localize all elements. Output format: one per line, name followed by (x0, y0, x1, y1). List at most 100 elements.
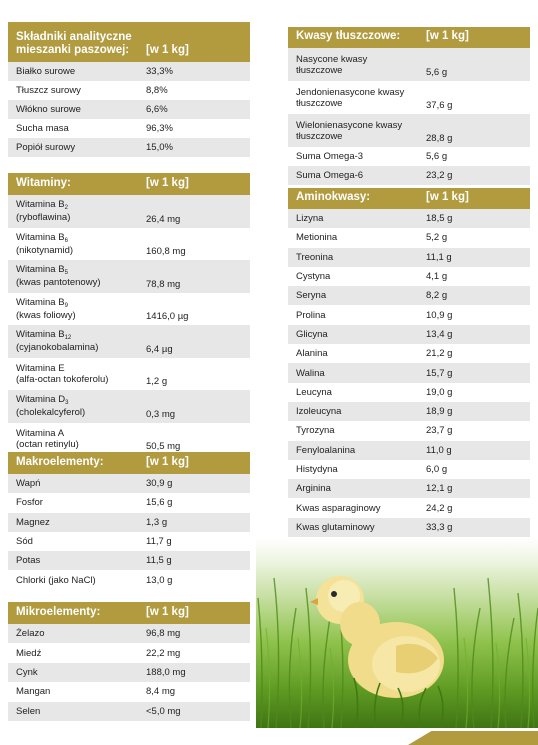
table-row: Suma Omega-6 23,2 g (288, 166, 530, 185)
fatty-acids-table: Kwasy tłuszczowe: [w 1 kg] Nasycone kwas… (288, 27, 530, 185)
row-name-line2: tłuszczowe (296, 64, 343, 76)
row-name: Cystyna (296, 271, 426, 282)
row-name-line1: Witamina B (16, 329, 65, 341)
row-value: 15,7 g (426, 367, 453, 379)
macro-table: Makroelementy: [w 1 kg] Wapń 30,9 g Fosfor… (8, 452, 250, 590)
row-name-line1: Sucha masa (16, 123, 69, 134)
table-rows: Białko surowe 33,3% Tłuszcz surowy 8,8% Włók… (8, 62, 250, 157)
row-name-line1: Witamina B (16, 264, 65, 276)
row-name-line1: Seryna (296, 290, 327, 302)
table-row: Jendonienasycone kwasy tłuszczowe 37,6 g (288, 81, 530, 114)
row-name-line1: Jendonienasycone kwasy (296, 86, 405, 98)
row-name: Fenyloalanina (296, 445, 426, 456)
row-value: 78,8 mg (146, 278, 181, 290)
row-name: Żelazo (16, 628, 146, 639)
table-row: Witamina A (octan retinylu) 50,5 mg (8, 422, 250, 455)
row-value: 13,0 g (146, 574, 173, 586)
table-rows: Lizyna 18,5 g Metionina 5,2 g Treonina 11,1 g… (288, 209, 530, 538)
row-name-subscript: 12 (64, 335, 72, 342)
table-header: Mikroelementy: [w 1 kg] (8, 602, 250, 624)
table-header: Aminokwasy: [w 1 kg] (288, 188, 530, 209)
table-header: Witaminy: [w 1 kg] (8, 173, 250, 195)
row-name: Chlorki (jako NaCl) (16, 575, 146, 586)
row-name-line1: Cynk (16, 666, 38, 678)
row-name: Izoleucyna (296, 406, 426, 417)
row-name-line1: Magnez (16, 516, 50, 528)
row-name-line1: Wielonienasycone kwasy (296, 119, 403, 131)
row-name-line1: Tłuszcz surowy (16, 85, 81, 96)
row-name-line1: Białko surowe (16, 66, 76, 77)
row-name-line1: Treonina (296, 251, 334, 263)
row-value: 50,5 mg (146, 441, 181, 452)
row-name-line1: Metionina (296, 232, 338, 244)
row-name: Suma Omega-3 (296, 151, 426, 162)
row-name-line2: tłuszczowe (296, 130, 343, 142)
table-row: Miedź 22,2 mg (8, 643, 250, 663)
row-name: Sucha masa (16, 123, 146, 134)
row-value: 11,5 g (146, 555, 172, 567)
row-name-line1: Włókno surowe (16, 104, 81, 115)
row-value: 96,3% (146, 123, 173, 134)
table-row: Wielonienasycone kwasy tłuszczowe 28,8 g (288, 114, 530, 147)
row-name-line2: tłuszczowe (296, 97, 343, 109)
table-header: Makroelementy: [w 1 kg] (8, 452, 250, 474)
table-row: Witamina E (alfa-octan tokoferolu) 1,2 g (8, 357, 250, 390)
unit-label: [w 1 kg] (146, 606, 189, 618)
row-name-line1: Cystyna (296, 271, 331, 283)
row-name: Tyrozyna (296, 425, 426, 436)
row-name-line1: Lizyna (296, 213, 324, 225)
row-name-line1: Witamina E (16, 362, 65, 374)
row-name: Fosfor (16, 497, 146, 508)
row-value: 188,0 mg (146, 666, 186, 678)
row-value: 1416,0 µg (146, 311, 189, 322)
row-name: Kwas glutaminowy (296, 522, 426, 533)
row-value: 5,6 g (426, 151, 448, 162)
table-row: Leucyna 19,0 g (288, 382, 530, 402)
row-name: Suma Omega-6 (296, 170, 426, 181)
row-name: Magnez (16, 517, 146, 528)
row-name: Leucyna (296, 387, 426, 398)
row-value: 15,0% (146, 142, 173, 153)
row-name: Seryna (296, 290, 426, 301)
table-title: Mikroelementy: (16, 606, 101, 618)
table-row: Metionina 5,2 g (288, 228, 530, 248)
row-name-line1: Prolina (296, 309, 326, 321)
table-row: Magnez 1,3 g (8, 512, 250, 532)
table-row: Histydyna 6,0 g (288, 459, 530, 480)
row-name: Jendonienasycone kwasy tłuszczowe (296, 87, 426, 109)
unit-label: [w 1 kg] (146, 456, 189, 468)
footer-strip (0, 728, 538, 745)
row-name: Sód (16, 536, 146, 547)
row-name-line1: Popiół surowy (16, 142, 76, 153)
row-name: Kwas asparaginowy (296, 503, 426, 514)
row-name: Witamina A (octan retinylu) (16, 428, 146, 450)
table-title: Składniki analityczne mieszanki paszowej… (16, 31, 132, 56)
row-value: 13,4 g (426, 328, 453, 340)
row-name-line1: Histydyna (296, 464, 338, 475)
table-row: Sód 11,7 g (8, 531, 250, 552)
row-name: Tłuszcz surowy (16, 85, 146, 96)
row-value: 11,0 g (426, 444, 452, 456)
row-name: Witamina E (alfa-octan tokoferolu) (16, 363, 146, 385)
row-name: Witamina D3 (cholekalcyferol) (16, 394, 146, 418)
table-row: Fosfor 15,6 g (8, 493, 250, 513)
row-value: 96,8 mg (146, 628, 181, 640)
row-value: 8,4 mg (146, 686, 176, 698)
table-title: Aminokwasy: (296, 191, 371, 203)
table-title: Makroelementy: (16, 456, 104, 468)
row-value: 11,7 g (146, 536, 172, 548)
row-value: 8,8% (146, 85, 168, 96)
row-value: 18,9 g (426, 406, 453, 418)
table-row: Prolina 10,9 g (288, 305, 530, 325)
row-name: Witamina B9 (kwas foliowy) (16, 297, 146, 321)
row-name-line1: Chlorki (jako NaCl) (16, 574, 96, 586)
table-row: Walina 15,7 g (288, 363, 530, 383)
row-value: 23,2 g (426, 170, 453, 181)
row-name: Alanina (296, 348, 426, 359)
row-name-line2: (octan retinylu) (16, 438, 79, 450)
row-name-line1: Żelazo (16, 628, 45, 640)
unit-label: [w 1 kg] (426, 30, 469, 42)
table-row: Włókno surowe 6,6% (8, 100, 250, 119)
row-name-line1: Potas (16, 555, 41, 567)
row-name-line1: Kwas glutaminowy (296, 521, 375, 533)
